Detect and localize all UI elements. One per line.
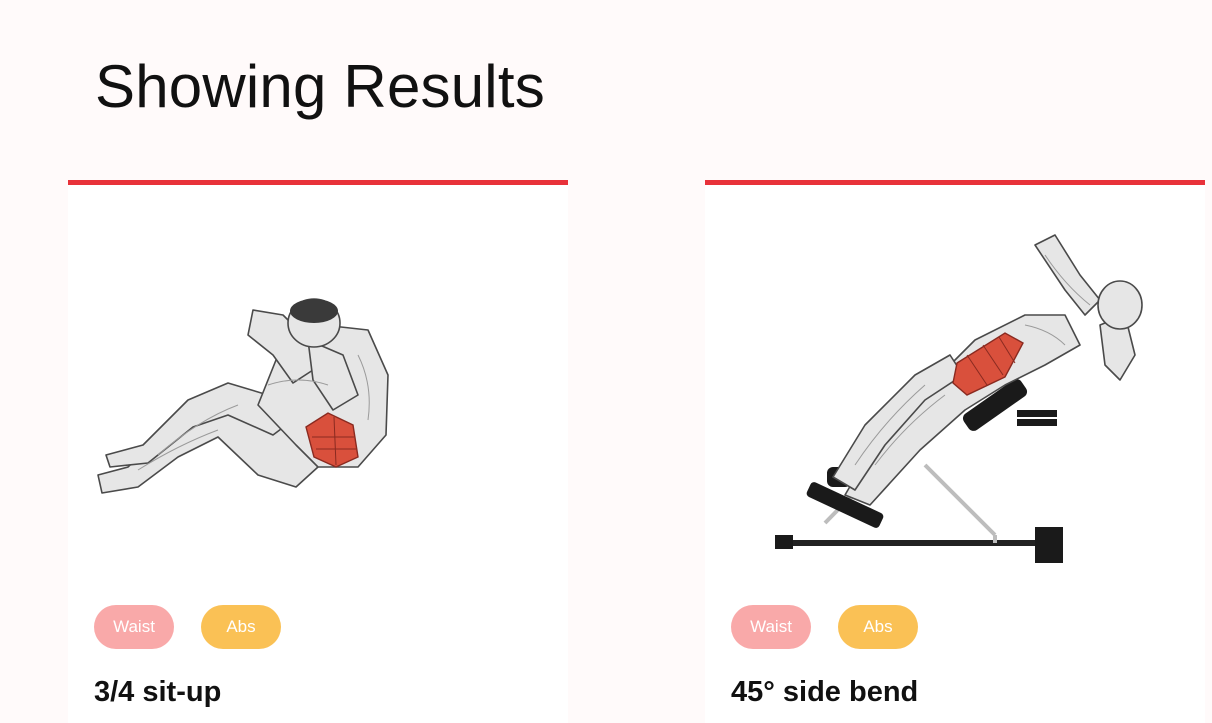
- tag-list: Waist Abs: [94, 605, 281, 649]
- page-title: Showing Results: [95, 53, 545, 120]
- exercise-image[interactable]: [705, 205, 1205, 585]
- side-bend-bench-illustration-icon: [775, 234, 1143, 563]
- tag-abs[interactable]: Abs: [201, 605, 281, 649]
- tag-list: Waist Abs: [731, 605, 918, 649]
- sit-up-illustration-icon: [97, 298, 389, 494]
- exercise-image[interactable]: [68, 205, 568, 585]
- exercise-title[interactable]: 45° side bend: [731, 676, 919, 708]
- exercise-card[interactable]: Waist Abs 45° side bend: [705, 180, 1205, 723]
- exercise-card[interactable]: Waist Abs 3/4 sit-up: [68, 180, 568, 723]
- tag-waist[interactable]: Waist: [731, 605, 811, 649]
- exercise-title[interactable]: 3/4 sit-up: [94, 676, 222, 708]
- tag-abs[interactable]: Abs: [838, 605, 918, 649]
- tag-waist[interactable]: Waist: [94, 605, 174, 649]
